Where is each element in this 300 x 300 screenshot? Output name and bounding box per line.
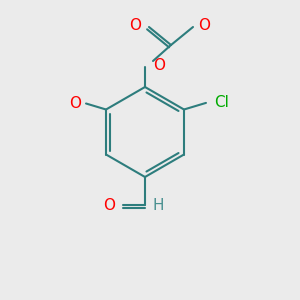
Text: O: O xyxy=(198,19,210,34)
Text: O: O xyxy=(69,96,81,111)
Text: Cl: Cl xyxy=(214,95,229,110)
Text: O: O xyxy=(103,197,115,212)
Text: H: H xyxy=(153,199,164,214)
Text: O: O xyxy=(153,58,165,73)
Text: O: O xyxy=(129,17,141,32)
